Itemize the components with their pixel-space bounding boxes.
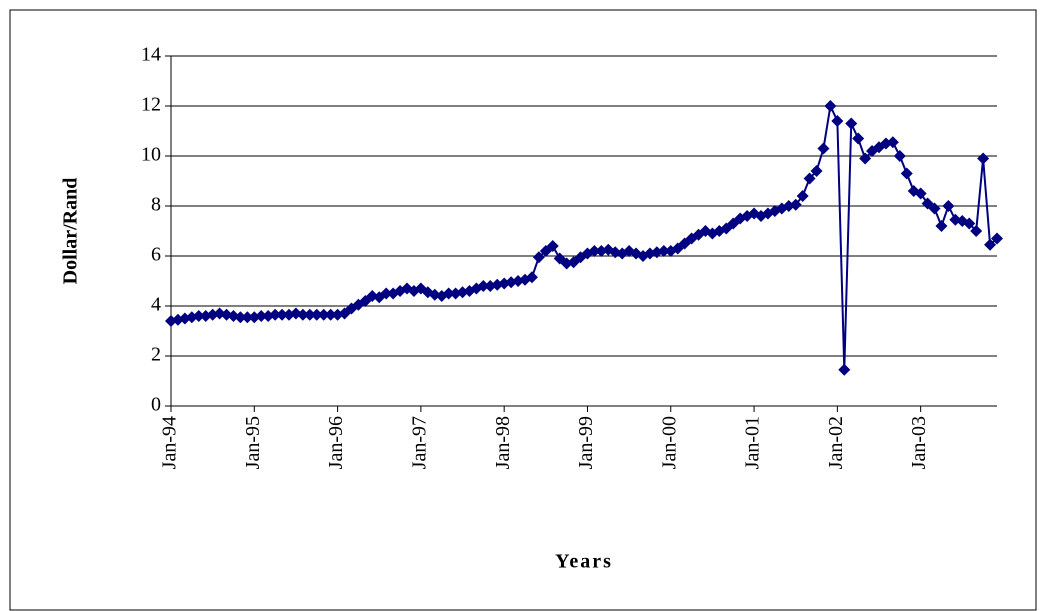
- y-tick-label: 8: [151, 194, 161, 216]
- data-point: [546, 240, 559, 252]
- data-point: [977, 152, 990, 165]
- data-point: [255, 310, 268, 322]
- data-point: [442, 287, 455, 300]
- data-point: [893, 150, 906, 162]
- data-point: [234, 311, 247, 324]
- x-tick-label: Jan-03: [908, 416, 930, 469]
- data-point: [317, 308, 330, 321]
- y-tick-label: 2: [151, 344, 161, 366]
- data-point: [824, 100, 837, 112]
- data-point: [477, 280, 490, 292]
- data-point: [380, 287, 393, 300]
- data-point: [886, 136, 899, 149]
- x-tick-label: Jan-01: [742, 416, 764, 469]
- data-point: [796, 190, 809, 202]
- y-tick-label: 10: [141, 144, 161, 166]
- x-tick-label: Jan-99: [575, 416, 597, 469]
- data-point: [831, 115, 844, 127]
- x-tick-label: Jan-97: [408, 416, 430, 469]
- x-tick-label: Jan-02: [825, 416, 847, 469]
- data-point: [324, 308, 337, 321]
- data-point: [657, 245, 670, 257]
- y-tick-label: 4: [151, 294, 161, 316]
- y-axis-title: Dollar/Rand: [60, 178, 82, 285]
- data-point: [310, 308, 323, 321]
- data-point: [838, 363, 851, 376]
- x-tick-label: Jan-98: [492, 416, 514, 469]
- data-point: [984, 238, 997, 251]
- data-point: [296, 308, 309, 321]
- data-point: [935, 220, 948, 232]
- x-tick-label: Jan-94: [159, 416, 181, 469]
- data-point: [803, 172, 816, 185]
- data-point: [241, 311, 254, 324]
- data-point: [303, 308, 316, 321]
- data-point: [845, 117, 858, 130]
- data-point: [525, 271, 538, 284]
- data-point: [852, 132, 865, 145]
- data-point: [963, 217, 976, 230]
- x-tick-label: Jan-00: [658, 416, 680, 469]
- y-tick-label: 0: [151, 394, 161, 416]
- y-tick-label: 14: [141, 44, 161, 66]
- y-tick-label: 6: [151, 244, 161, 266]
- data-point: [248, 311, 261, 324]
- chart-border: [9, 9, 1037, 611]
- data-point: [900, 167, 913, 180]
- x-tick-label: Jan-96: [325, 416, 347, 469]
- x-tick-label: Jan-95: [242, 416, 264, 469]
- data-point: [970, 225, 983, 237]
- data-point: [532, 251, 545, 264]
- data-point: [192, 310, 205, 322]
- data-point: [505, 276, 518, 289]
- x-axis-title: Years: [555, 551, 613, 573]
- data-point: [789, 198, 802, 211]
- data-point: [914, 187, 927, 200]
- y-tick-label: 12: [141, 94, 161, 116]
- data-point: [269, 308, 282, 321]
- data-point: [276, 308, 289, 321]
- data-point: [991, 232, 1003, 245]
- data-point: [810, 165, 823, 177]
- data-point: [859, 152, 872, 165]
- data-point: [817, 142, 830, 155]
- data-point: [588, 245, 601, 257]
- data-point: [928, 202, 941, 215]
- data-point: [942, 200, 955, 212]
